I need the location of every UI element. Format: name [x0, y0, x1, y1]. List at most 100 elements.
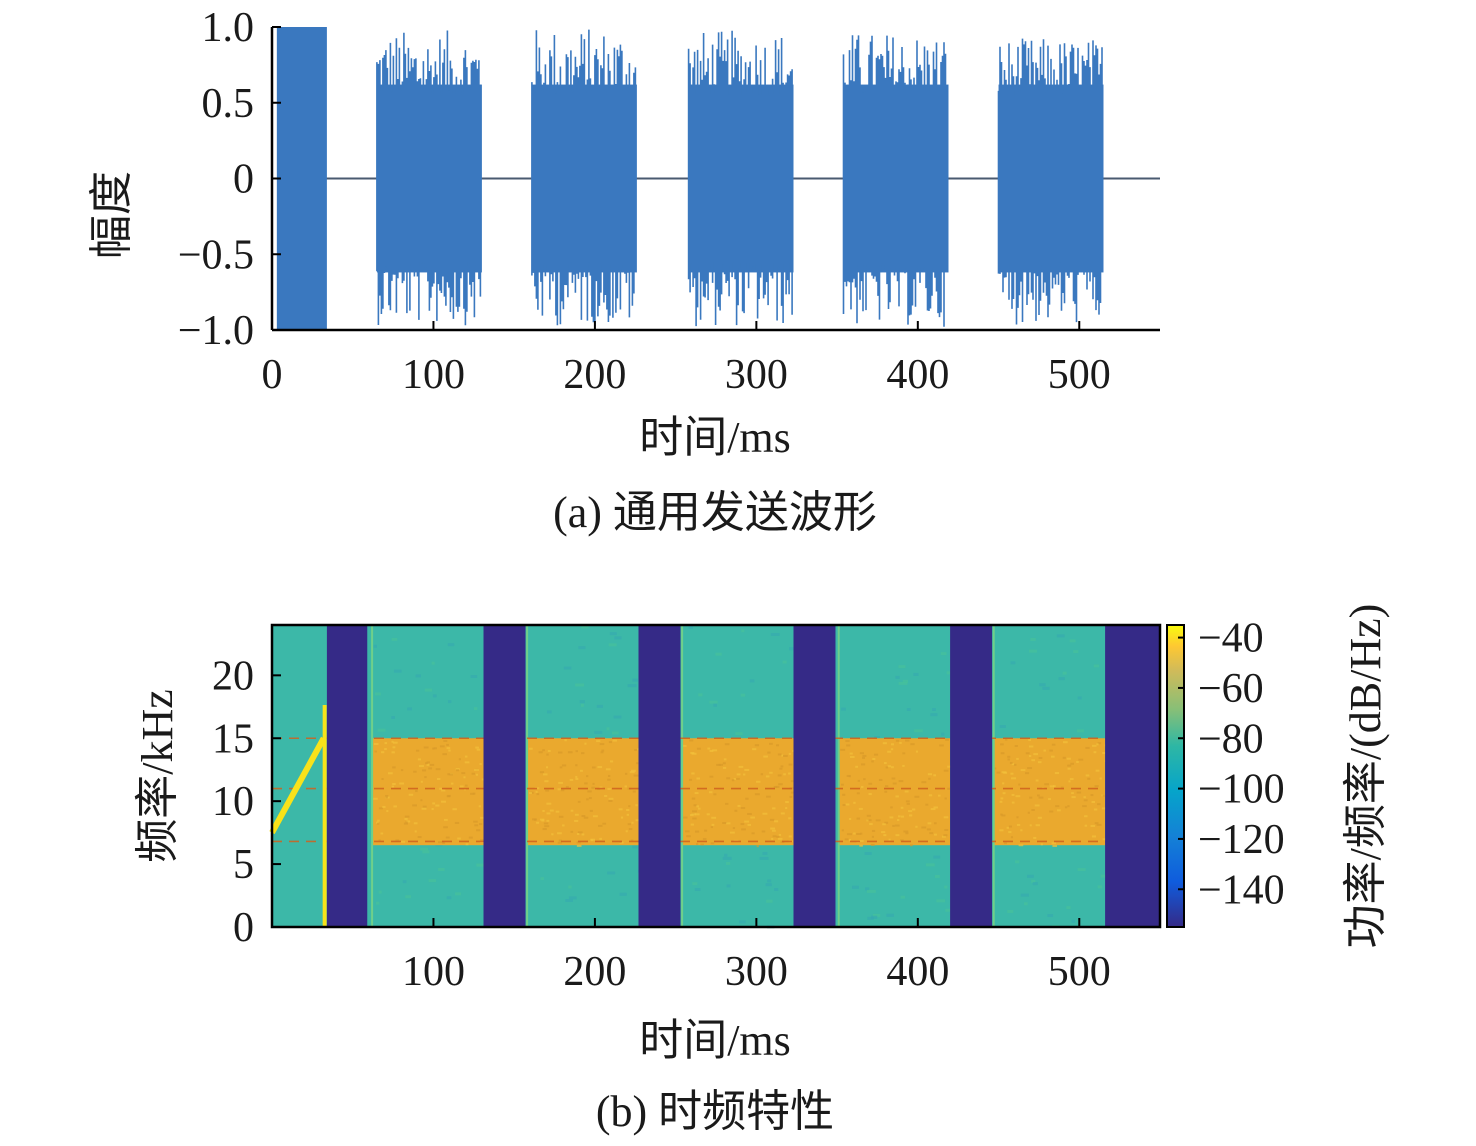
colorbar-tick-label: −140 [1198, 867, 1285, 913]
signal-speckle [400, 840, 406, 843]
noise-speckle [606, 727, 610, 731]
signal-speckle [424, 776, 427, 779]
signal-speckle [873, 753, 879, 756]
signal-speckle [1000, 797, 1004, 800]
signal-speckle [883, 762, 887, 765]
signal-speckle [612, 739, 617, 742]
noise-speckle [770, 632, 780, 636]
signal-speckle [915, 750, 918, 753]
noise-speckle [575, 683, 585, 687]
x-tick-label: 300 [725, 949, 788, 995]
signal-speckle [930, 808, 936, 811]
burst-noise [687, 30, 793, 327]
signal-speckle [559, 766, 563, 769]
signal-speckle [741, 828, 746, 831]
signal-speckle [380, 832, 384, 835]
signal-speckle [386, 810, 389, 813]
signal-speckle [778, 783, 783, 786]
signal-speckle [866, 814, 871, 817]
signal-speckle [404, 815, 410, 818]
signal-speckle [1049, 785, 1055, 788]
signal-speckle [736, 777, 740, 780]
signal-speckle [426, 761, 430, 764]
signal-speckle [474, 769, 479, 772]
signal-speckle [943, 769, 949, 772]
signal-speckle [1096, 823, 1102, 826]
signal-speckle [908, 810, 913, 813]
signal-speckle [1083, 799, 1088, 802]
signal-speckle [733, 778, 736, 781]
noise-speckle [594, 730, 603, 734]
signal-speckle [1069, 778, 1074, 781]
y-tick-label: 15 [212, 716, 254, 762]
signal-speckle [373, 743, 379, 746]
signal-speckle [683, 816, 688, 819]
signal-speckle [1016, 757, 1019, 760]
signal-speckle [476, 829, 481, 832]
signal-speckle [378, 839, 381, 842]
signal-speckle [546, 812, 551, 815]
signal-speckle [1014, 745, 1018, 748]
noise-speckle [607, 871, 616, 875]
signal-speckle [745, 797, 749, 800]
signal-speckle [591, 786, 595, 789]
signal-speckle [458, 758, 461, 761]
chirp-sweep [269, 736, 327, 835]
signal-speckle [584, 782, 588, 785]
signal-speckle [625, 830, 628, 833]
colorbar-bar [1166, 624, 1185, 928]
noise-speckle [420, 847, 429, 851]
signal-speckle [1076, 791, 1082, 794]
signal-speckle [542, 749, 545, 752]
signal-speckle [902, 764, 905, 767]
noise-speckle [914, 729, 923, 733]
noise-speckle [1066, 906, 1071, 910]
signal-speckle [435, 804, 440, 807]
signal-speckle [1008, 825, 1012, 828]
signal-speckle [1031, 759, 1036, 762]
signal-speckle [608, 741, 613, 744]
signal-speckle [428, 767, 433, 770]
signal-speckle [439, 745, 445, 748]
signal-speckle [1096, 743, 1099, 746]
noise-speckle [767, 879, 772, 883]
noise-speckle [1007, 909, 1014, 913]
signal-speckle [607, 774, 611, 777]
burst-1 [526, 625, 646, 927]
gap-band-0 [326, 625, 368, 927]
signal-speckle [710, 826, 713, 829]
noise-speckle [749, 679, 755, 683]
noise-speckle [391, 637, 398, 641]
noise-speckle [872, 913, 881, 917]
x-tick-label: 300 [725, 352, 788, 398]
signal-speckle [743, 773, 746, 776]
signal-speckle [576, 844, 582, 847]
signal-speckle [577, 800, 581, 803]
signal-speckle [927, 773, 933, 776]
signal-speckle [871, 835, 874, 838]
signal-speckle [925, 803, 929, 806]
signal-speckle [408, 793, 414, 796]
signal-speckle [1099, 777, 1102, 780]
signal-speckle [890, 766, 894, 769]
signal-speckle [788, 817, 792, 820]
signal-speckle [853, 801, 856, 804]
signal-speckle [914, 795, 920, 798]
noise-speckle [932, 707, 936, 711]
signal-speckle [996, 771, 1001, 774]
signal-speckle [481, 778, 485, 781]
signal-speckle [943, 834, 948, 837]
signal-speckle [765, 775, 770, 778]
signal-speckle [1053, 785, 1056, 788]
signal-speckle [618, 808, 623, 811]
signal-band [527, 738, 639, 846]
signal-speckle [788, 772, 791, 775]
signal-speckle [902, 752, 906, 755]
signal-speckle [473, 820, 478, 823]
gap-band-2 [638, 625, 681, 927]
signal-speckle [769, 818, 775, 821]
signal-speckle [1035, 779, 1039, 782]
signal-speckle [583, 816, 589, 819]
signal-speckle [884, 790, 888, 793]
signal-speckle [1011, 777, 1017, 780]
